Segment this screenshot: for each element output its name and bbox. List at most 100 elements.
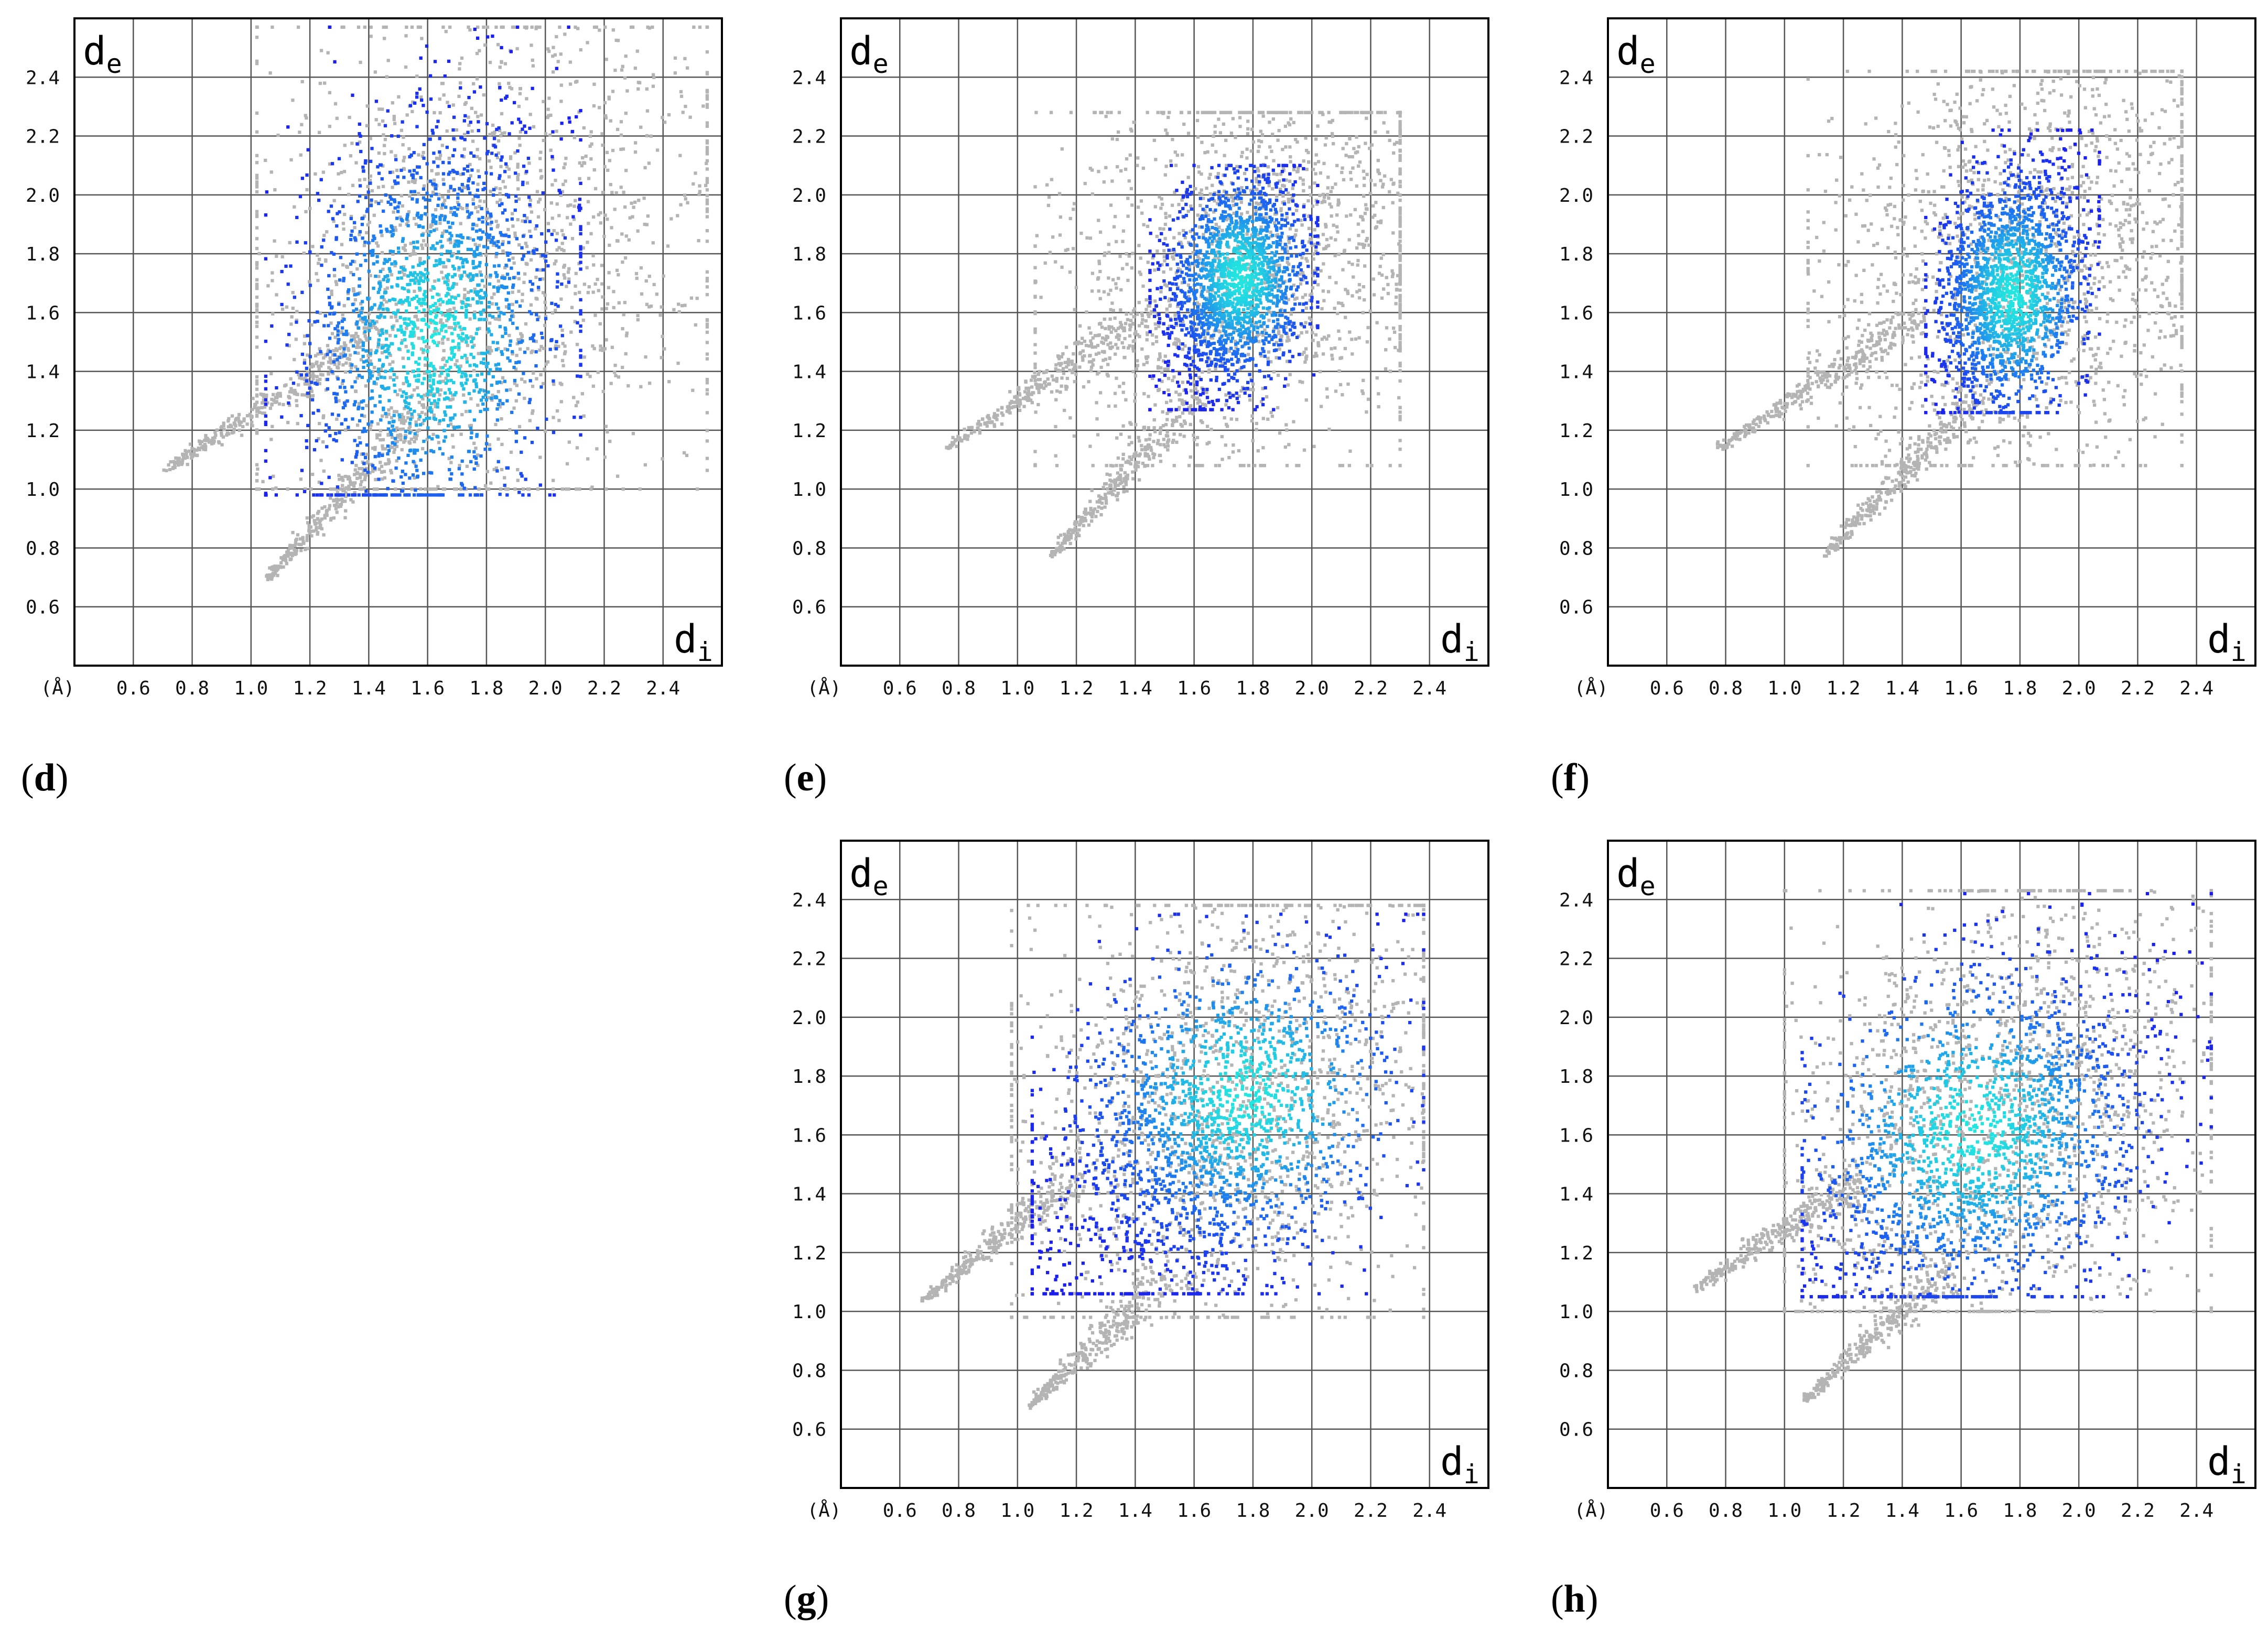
contact-point — [456, 207, 459, 211]
fingerprint-point — [1033, 351, 1037, 355]
contact-point — [507, 258, 511, 262]
fingerprint-point — [350, 334, 353, 338]
fingerprint-point — [304, 548, 307, 551]
fingerprint-point — [390, 150, 393, 154]
fingerprint-point — [1166, 444, 1170, 448]
fingerprint-point — [352, 334, 356, 338]
fingerprint-point — [401, 339, 404, 342]
contact-point — [460, 241, 463, 244]
fingerprint-point — [284, 383, 288, 387]
fingerprint-point — [552, 383, 556, 386]
fingerprint-point — [315, 360, 319, 364]
contact-point — [515, 300, 519, 304]
fingerprint-point — [1370, 464, 1374, 468]
fingerprint-point — [395, 319, 399, 322]
fingerprint-point — [174, 456, 178, 460]
contact-point — [409, 273, 413, 276]
contact-point — [339, 256, 343, 259]
fingerprint-point — [330, 332, 334, 335]
contact-point — [399, 475, 403, 479]
contact-point — [490, 238, 494, 242]
fingerprint-point — [546, 47, 550, 51]
fingerprint-point — [1177, 318, 1181, 322]
contact-point — [416, 273, 419, 277]
fingerprint-point — [329, 361, 333, 365]
fingerprint-point — [530, 210, 534, 214]
contact-point — [316, 319, 319, 323]
contact-point — [396, 276, 400, 280]
fingerprint-point — [705, 240, 709, 243]
fingerprint-point — [386, 59, 390, 62]
fingerprint-point — [365, 327, 369, 330]
contact-point — [482, 181, 486, 186]
contact-point — [532, 333, 536, 337]
fingerprint-point — [601, 349, 605, 352]
contact-point — [578, 203, 581, 207]
contact-point — [443, 74, 447, 78]
fingerprint-point — [612, 306, 615, 310]
fingerprint-point — [382, 298, 386, 301]
contact-point — [447, 161, 451, 165]
contact-point — [508, 343, 512, 347]
fingerprint-point — [704, 183, 708, 187]
contact-point — [467, 392, 471, 396]
fingerprint-point — [1361, 230, 1365, 233]
fingerprint-point — [1087, 344, 1091, 348]
contact-point — [465, 340, 468, 344]
contact-point — [446, 221, 450, 224]
fingerprint-point — [1247, 263, 1251, 266]
fingerprint-point — [274, 400, 277, 404]
contact-point — [505, 493, 509, 497]
contact-point — [388, 170, 392, 175]
fingerprint-point — [1234, 136, 1237, 139]
fingerprint-point — [667, 380, 671, 384]
contact-point — [365, 443, 369, 447]
contact-point — [445, 145, 449, 149]
fingerprint-point — [602, 234, 606, 238]
fingerprint-point — [255, 237, 259, 241]
contact-point — [479, 273, 483, 277]
fingerprint-point — [945, 445, 948, 449]
contact-point — [422, 293, 426, 297]
contact-point — [436, 435, 440, 439]
fingerprint-point — [1121, 327, 1125, 330]
fingerprint-point — [1278, 187, 1282, 191]
fingerprint-point — [546, 107, 550, 111]
fingerprint-point — [441, 195, 445, 199]
fingerprint-point — [382, 470, 386, 473]
fingerprint-point — [521, 292, 524, 296]
fingerprint-point — [1330, 347, 1333, 351]
fingerprint-point — [1260, 133, 1265, 137]
contact-point — [305, 379, 309, 383]
fingerprint-point — [604, 487, 608, 491]
contact-point — [448, 301, 452, 305]
contact-point — [391, 249, 395, 254]
contact-point — [404, 429, 408, 433]
fingerprint-point — [494, 25, 498, 29]
fingerprint-point — [441, 82, 445, 85]
contact-point — [344, 329, 348, 333]
contact-point — [355, 367, 359, 372]
fingerprint-point — [644, 279, 648, 283]
fingerprint-point — [1046, 377, 1050, 381]
contact-point — [456, 171, 459, 175]
fingerprint-point — [1254, 209, 1258, 213]
contact-point — [305, 445, 309, 449]
contact-point — [511, 286, 515, 289]
contact-point — [476, 195, 480, 199]
contact-point — [481, 188, 485, 191]
fingerprint-point — [1314, 333, 1318, 337]
fingerprint-point — [350, 366, 353, 370]
fingerprint-point — [1183, 400, 1187, 404]
fingerprint-point — [1081, 336, 1084, 340]
contact-point — [287, 332, 291, 336]
fingerprint-point — [412, 249, 416, 253]
contact-point — [524, 477, 527, 481]
contact-point — [454, 310, 458, 313]
contact-point — [464, 305, 468, 309]
contact-point — [336, 324, 339, 328]
fingerprint-point — [1087, 360, 1092, 364]
fingerprint-point — [1325, 395, 1329, 399]
contact-point — [264, 459, 268, 463]
fingerprint-point — [1008, 401, 1012, 405]
